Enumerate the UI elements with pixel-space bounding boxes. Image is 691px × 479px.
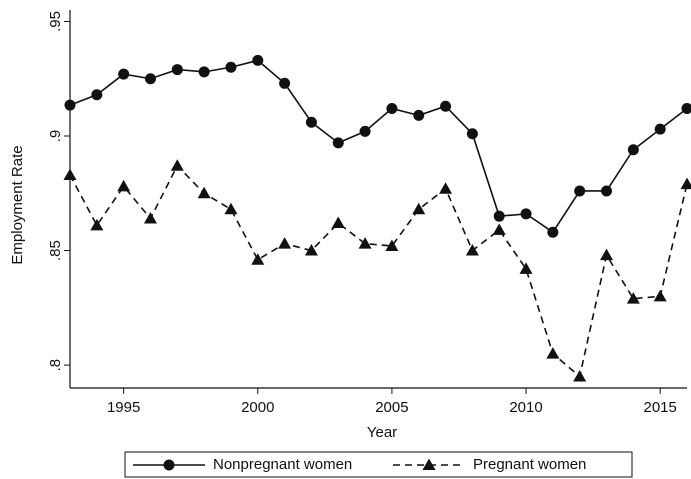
legend-label: Pregnant women bbox=[473, 456, 586, 473]
marker bbox=[627, 144, 639, 156]
marker bbox=[547, 226, 559, 238]
marker bbox=[224, 202, 238, 215]
series-line bbox=[69, 59, 688, 234]
legend-marker bbox=[422, 458, 436, 470]
marker bbox=[117, 179, 131, 192]
marker bbox=[252, 54, 264, 66]
marker bbox=[600, 248, 614, 261]
marker bbox=[91, 89, 103, 101]
series-line bbox=[69, 164, 688, 379]
marker bbox=[251, 253, 265, 265]
marker bbox=[358, 237, 372, 249]
marker bbox=[278, 237, 292, 249]
marker bbox=[305, 116, 317, 128]
marker bbox=[412, 202, 426, 215]
marker bbox=[680, 177, 691, 190]
legend-box bbox=[124, 451, 633, 478]
x-tick-label: 2000 bbox=[241, 399, 274, 416]
marker bbox=[171, 64, 183, 76]
marker bbox=[304, 244, 318, 256]
marker bbox=[653, 289, 667, 302]
y-tick-label: .9 bbox=[47, 130, 64, 143]
marker bbox=[197, 186, 211, 199]
x-tick-label: 2010 bbox=[509, 399, 542, 416]
legend-label: Nonpregnant women bbox=[213, 456, 352, 473]
marker bbox=[385, 239, 399, 251]
marker bbox=[90, 218, 104, 231]
x-axis-label: Year bbox=[367, 424, 397, 441]
marker bbox=[64, 99, 76, 111]
marker bbox=[573, 370, 587, 382]
y-tick-label: .95 bbox=[47, 11, 64, 32]
marker bbox=[332, 137, 344, 149]
marker bbox=[118, 68, 130, 80]
marker bbox=[520, 208, 532, 220]
marker bbox=[681, 103, 691, 115]
marker bbox=[413, 109, 425, 121]
y-tick-label: .85 bbox=[47, 240, 64, 261]
marker bbox=[626, 292, 640, 304]
marker bbox=[144, 73, 156, 85]
marker bbox=[546, 347, 560, 359]
marker bbox=[654, 123, 666, 135]
marker bbox=[519, 262, 533, 274]
x-tick-label: 2015 bbox=[643, 399, 676, 416]
marker bbox=[492, 223, 506, 235]
marker bbox=[574, 185, 586, 197]
y-axis-label: Employment Rate bbox=[9, 145, 26, 264]
marker bbox=[198, 66, 210, 78]
marker bbox=[386, 103, 398, 115]
marker bbox=[170, 159, 184, 171]
marker bbox=[331, 216, 345, 229]
marker bbox=[601, 185, 613, 197]
marker bbox=[465, 244, 479, 256]
marker bbox=[466, 128, 478, 140]
y-tick-label: .8 bbox=[47, 359, 64, 372]
marker bbox=[440, 100, 452, 112]
marker bbox=[143, 211, 157, 224]
x-tick-label: 2005 bbox=[375, 399, 408, 416]
marker bbox=[225, 61, 237, 73]
marker bbox=[63, 168, 77, 180]
legend-marker bbox=[163, 459, 175, 471]
x-tick-label: 1995 bbox=[107, 399, 140, 416]
marker bbox=[493, 210, 505, 222]
marker bbox=[359, 125, 371, 137]
marker bbox=[279, 77, 291, 89]
marker bbox=[439, 182, 453, 194]
